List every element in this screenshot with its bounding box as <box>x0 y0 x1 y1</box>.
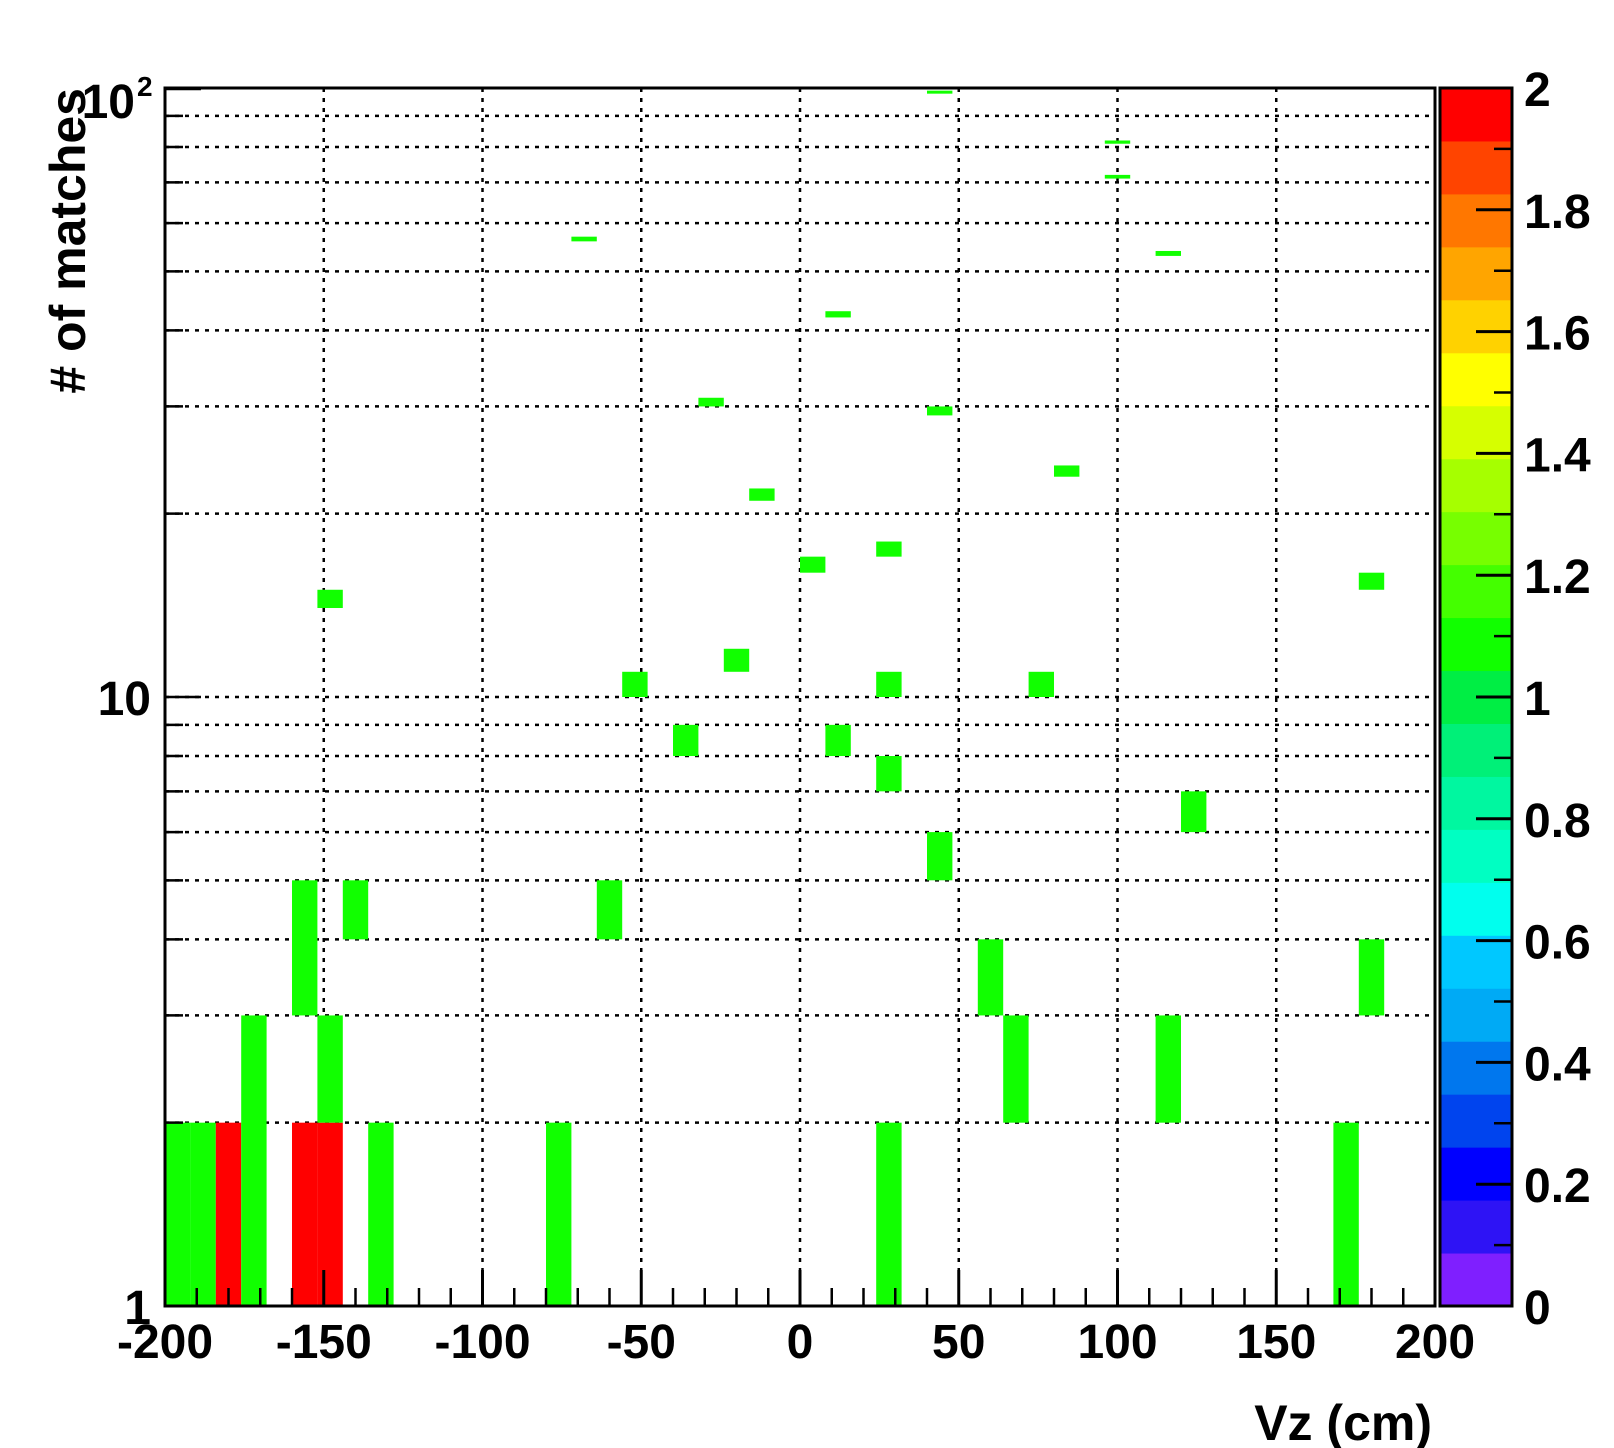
x-tick-label: 0 <box>787 1316 814 1369</box>
heatmap-cell <box>1333 1122 1359 1306</box>
colorbar-segment <box>1440 88 1512 142</box>
heatmap-cell <box>1358 572 1385 590</box>
heatmap-cell <box>190 1122 216 1306</box>
colorbar-tick-label: 0 <box>1524 1282 1551 1335</box>
colorbar-segment <box>1440 935 1512 989</box>
heatmap-cell <box>596 880 623 940</box>
heatmap-cell <box>1155 1015 1181 1123</box>
colorbar-segment <box>1440 246 1512 301</box>
colorbar-ticks <box>1476 86 1512 1308</box>
colorbar-segment <box>1440 352 1512 407</box>
x-tick-label: 150 <box>1236 1316 1316 1369</box>
colorbar-tick-label: 0.4 <box>1524 1038 1591 1091</box>
heatmap-cell <box>1104 140 1131 144</box>
heatmap-cell <box>927 406 953 416</box>
heatmap-cell <box>241 1015 267 1306</box>
heatmap-cell <box>215 1122 242 1306</box>
heatmap-cell <box>1358 939 1385 1016</box>
heatmap-cell <box>342 880 369 940</box>
heatmap-cell <box>1181 791 1207 833</box>
x-axis-title: Vz (cm) <box>1254 1395 1432 1448</box>
heatmap-cell <box>927 832 953 881</box>
colorbar-segment <box>1440 776 1512 830</box>
colorbar-tick-label: 0.6 <box>1524 917 1591 970</box>
colorbar-tick-label: 0.8 <box>1524 795 1591 848</box>
x-tick-label: 50 <box>932 1316 985 1369</box>
colorbar-segment <box>1440 405 1512 460</box>
heatmap-cell <box>723 648 750 672</box>
heatmap-cell <box>876 1122 902 1306</box>
heatmap-cell <box>317 589 343 609</box>
x-tick-label: -150 <box>276 1316 372 1369</box>
heatmap-cell <box>1003 1015 1029 1123</box>
heatmap-cell <box>292 1122 318 1306</box>
colorbar-segment <box>1440 1253 1512 1307</box>
heatmap-cell <box>317 1015 343 1123</box>
colorbar-segment <box>1440 988 1512 1042</box>
heatmap-cell <box>368 1122 394 1306</box>
colorbar-tick-label: 1.4 <box>1524 429 1591 482</box>
heatmap-cell <box>1155 250 1181 256</box>
heatmap-cell <box>165 1122 191 1306</box>
colorbar-segment <box>1440 193 1512 248</box>
colorbar-tick-label: 1.8 <box>1524 186 1591 239</box>
heatmap-cell <box>546 1122 572 1306</box>
y-axis-title: # of matches <box>40 88 96 394</box>
x-tick-label: 200 <box>1395 1316 1475 1369</box>
heatmap-cell <box>698 397 724 407</box>
heatmap-cell <box>622 671 648 697</box>
heatmap-cell <box>825 311 851 318</box>
y-tick-exponent: 2 <box>137 71 153 102</box>
heatmap-cell <box>673 724 699 757</box>
heatmap-cell <box>317 1122 343 1306</box>
heatmap-cell <box>977 939 1004 1016</box>
colorbar-segment <box>1440 617 1512 672</box>
x-tick-label: -100 <box>434 1316 530 1369</box>
colorbar-tick-label: 1.6 <box>1524 308 1591 361</box>
heatmap-cell <box>1104 174 1131 179</box>
heatmap-cell <box>876 671 902 697</box>
heatmap-cell <box>800 556 826 573</box>
heatmap-cell <box>876 541 902 557</box>
colorbar-tick-label: 0.2 <box>1524 1160 1591 1213</box>
x-tick-labels: -200 -150 -100 -50 0 50 100 150 200 <box>117 1316 1475 1369</box>
y-tick-label: 10 <box>82 76 135 129</box>
heatmap-cell <box>927 90 953 94</box>
x-tick-label: -50 <box>607 1316 676 1369</box>
heatmap-cell <box>876 756 902 792</box>
colorbar-segment <box>1440 882 1512 936</box>
colorbar-segment <box>1440 1147 1512 1201</box>
x-tick-label: 100 <box>1077 1316 1157 1369</box>
heatmap-cell <box>292 880 318 1016</box>
colorbar-segment <box>1440 299 1512 354</box>
heatmap-cell <box>1028 671 1054 697</box>
colorbar <box>1440 88 1512 1307</box>
axis-ticks <box>163 87 1437 1306</box>
colorbar-segment <box>1440 564 1512 619</box>
heatmap-cell <box>571 236 597 242</box>
heatmap-cell <box>1054 465 1080 477</box>
colorbar-tick-label: 1 <box>1524 673 1551 726</box>
heatmap-cell <box>749 488 775 501</box>
x-tick-label: -200 <box>117 1316 213 1369</box>
colorbar-tick-label: 2 <box>1524 64 1551 117</box>
colorbar-tick-label: 1.2 <box>1524 551 1591 604</box>
heatmap-cell <box>825 724 851 757</box>
heatmap-cells <box>165 90 1385 1306</box>
colorbar-segment <box>1440 829 1512 883</box>
y-tick-label: 1 <box>124 1282 151 1335</box>
colorbar-segment <box>1440 1094 1512 1148</box>
colorbar-tick-labels: 0 0.2 0.4 0.6 0.8 1 1.2 1.4 1.6 1.8 2 <box>1524 64 1591 1335</box>
colorbar-segment <box>1440 511 1512 566</box>
colorbar-segment <box>1440 723 1512 777</box>
colorbar-segment <box>1440 1041 1512 1095</box>
plot-frame <box>163 86 1437 1308</box>
colorbar-segment <box>1440 458 1512 513</box>
y-tick-label: 10 <box>98 673 151 726</box>
